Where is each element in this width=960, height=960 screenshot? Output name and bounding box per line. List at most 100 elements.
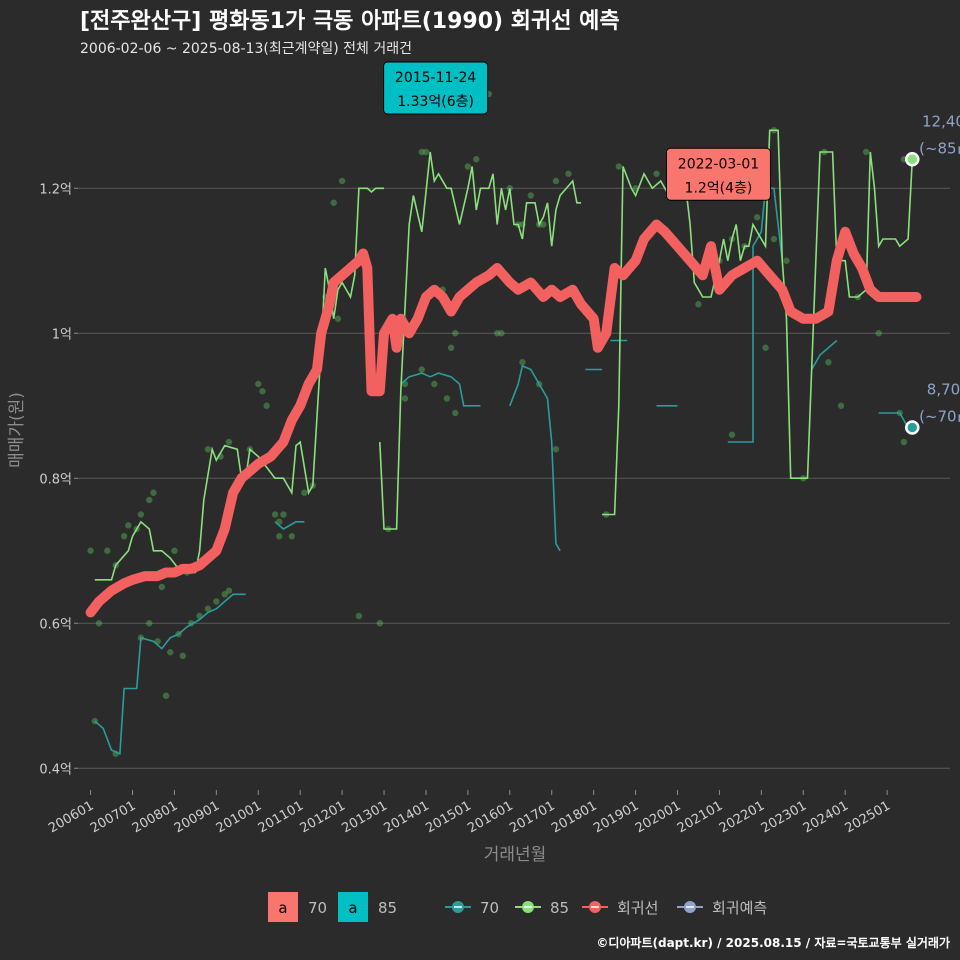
data-point-70 [443,395,451,402]
data-point-70 [146,620,153,627]
data-point-70 [204,605,212,612]
data-point-85 [330,199,337,206]
data-point-70 [288,533,296,540]
data-point-85 [204,446,212,453]
data-point-85 [447,344,455,351]
data-point-85 [104,547,111,554]
y-tick-label: 1억 [52,327,72,342]
data-point-85 [653,170,660,177]
data-point-85 [137,511,145,518]
legend-label: 회귀선 [617,899,658,917]
data-point-70 [452,409,459,417]
data-point-85 [615,163,623,170]
y-tick-label: 0.6억 [39,617,72,632]
legend-key-letter: a [348,899,357,917]
data-point-85 [355,612,363,620]
legend-key-letter: a [278,899,287,917]
data-point-85 [276,533,283,540]
end-point-marker [905,420,920,435]
data-point-70 [519,359,526,366]
data-point-85 [418,148,425,156]
data-point-70 [728,431,736,438]
data-point-70 [225,587,233,594]
series-line-85 [94,129,914,581]
data-point-85 [225,438,233,446]
end-label-unit: (~70㎡) [919,408,960,426]
y-axis-title: 매매가(원) [7,392,27,468]
y-tick-label: 0.8억 [39,472,72,487]
data-point-85 [259,388,266,395]
end-label-unit: (~85㎡) [919,139,960,157]
data-point-85 [158,583,166,591]
data-point-85 [120,533,128,540]
data-point-85 [552,177,560,185]
legend-label: 70 [480,899,499,917]
data-point-85 [125,522,132,529]
regression-line [85,219,922,618]
data-point-70 [552,446,560,453]
legend-label: 회귀예측 [712,899,767,917]
data-point-85 [498,330,505,337]
data-point-85 [150,489,157,496]
end-label-value: 12,400 [922,112,960,130]
data-point-85 [162,692,170,699]
data-point-85 [95,620,103,627]
data-point-70 [167,649,174,656]
data-point-85 [837,402,845,409]
data-point-85 [540,221,547,228]
annotation-labels: 2015-11-24 1.33억(6층) 2022-03-01 1.2억(4층) [383,61,771,201]
end-label-value: 8,700 [927,381,960,399]
annotation-price: 1.2억(4층) [685,180,753,196]
chart-subtitle: 2006-02-06 ~ 2025-08-13(최근계약일) 전체 거래건 [80,41,412,57]
annotation-box [383,61,489,115]
data-point-85 [171,547,178,554]
legend-label: 70 [308,899,327,917]
data-point-85 [875,330,882,337]
data-point-85 [263,402,270,409]
data-point-85 [338,177,346,185]
data-point-85 [255,380,262,388]
data-point-70 [431,380,438,388]
data-point-85 [473,156,480,163]
data-point-85 [862,148,870,156]
data-point-85 [87,547,94,554]
data-point-70 [179,652,187,660]
data-point-70 [418,366,425,373]
data-point-85 [753,214,761,221]
data-point-85 [422,148,430,156]
data-point-85 [334,315,342,322]
data-point-85 [527,192,534,199]
data-point-85 [301,489,308,496]
data-point-85 [146,496,153,504]
data-point-85 [280,511,287,518]
data-point-85 [464,163,472,170]
data-point-85 [565,170,572,177]
caption: ©디아파트(dapt.kr) / 2025.08.15 / 자료=국토교통부 실… [596,935,950,950]
legend: a 70 a 85 70 85 회귀선 회귀예측 [268,892,767,922]
data-point-85 [695,301,702,308]
data-point-70 [825,359,832,366]
chart-title: [전주완산구] 평화동1가 극동 아파트(1990) 회귀선 예측 [80,9,620,34]
end-markers: 12,400 (~85㎡) 8,700 (~70㎡) [905,112,960,435]
annotation-price: 1.33억(6층) [397,94,474,110]
series-lines [85,129,922,755]
x-axis-title: 거래년월 [484,845,547,865]
series-line-70 [94,187,909,755]
data-point-85 [452,330,459,337]
legend-key-box [338,892,368,922]
data-point-70 [213,598,220,605]
legend-key-box [268,892,298,922]
y-axis-ticks: 0.4억 0.6억 0.8억 1억 1.2억 [39,182,78,777]
annotation-date: 2022-03-01 [678,156,759,172]
legend-label: 85 [550,899,569,917]
annotation-date: 2015-11-24 [395,70,476,86]
data-point-85 [271,511,279,518]
data-point-85 [762,344,769,351]
legend-label: 85 [378,899,397,917]
end-point-marker [905,152,920,167]
data-point-85 [376,620,384,627]
data-point-85 [783,257,790,264]
data-point-70 [900,438,908,446]
